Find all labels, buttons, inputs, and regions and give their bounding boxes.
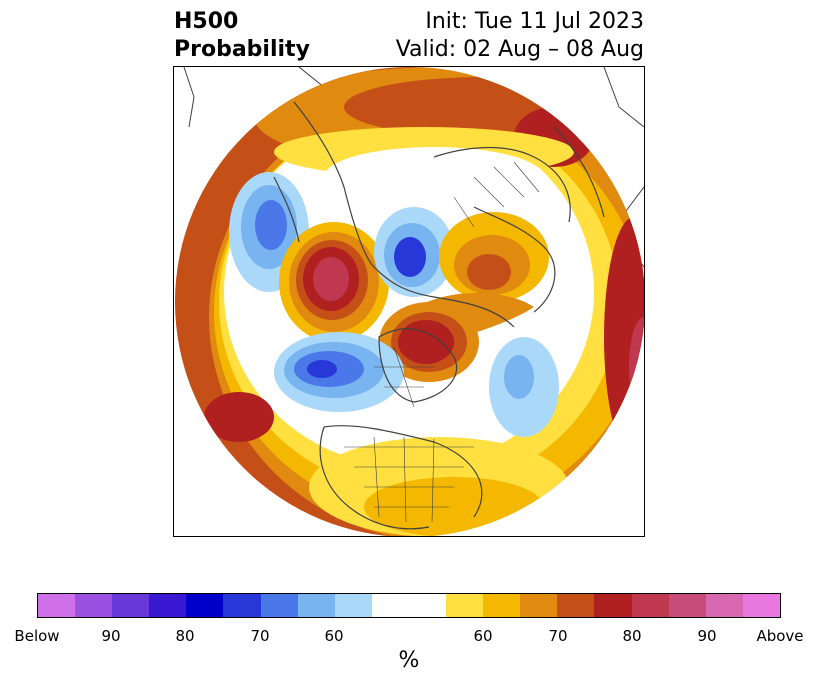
colorbar-tick-below-70: 70 <box>250 627 270 645</box>
colorbar-tick-below-60: 60 <box>324 627 344 645</box>
colorbar-segment <box>297 594 335 617</box>
map-title: H500 Probability <box>174 8 310 64</box>
colorbar-tick-above: Above <box>756 627 804 645</box>
probability-field <box>175 67 644 536</box>
colorbar-segment <box>371 594 447 617</box>
probability-colorbar <box>37 593 781 618</box>
colorbar-tick-below: Below <box>14 627 60 645</box>
colorbar-segment <box>483 594 521 617</box>
europe-warm-3 <box>467 254 511 290</box>
init-date: Init: Tue 11 Jul 2023 <box>425 9 644 34</box>
coastlines <box>273 101 605 530</box>
colorbar-segment <box>223 594 261 617</box>
blue-pacific-4 <box>307 360 337 378</box>
colorbar-segment <box>112 594 150 617</box>
greenland-hot-3 <box>398 320 454 364</box>
blue-west-3 <box>255 200 287 250</box>
colorbar-segment <box>520 594 558 617</box>
colorbar-segment <box>38 594 76 617</box>
colorbar-segment <box>557 594 595 617</box>
heat-dome-5 <box>313 257 349 301</box>
colorbar-segment <box>149 594 187 617</box>
date-info: Init: Tue 11 Jul 2023 Valid: 02 Aug – 08… <box>396 8 644 64</box>
colorbar-tick-above-70: 70 <box>548 627 568 645</box>
title-line-2: Probability <box>174 37 310 62</box>
north-white <box>324 147 544 207</box>
colorbar-segment <box>446 594 484 617</box>
colorbar-tick-above-60: 60 <box>473 627 493 645</box>
colorbar-segment <box>260 594 298 617</box>
colorbar-segment <box>742 594 780 617</box>
colorbar-segment <box>594 594 632 617</box>
political-borders <box>344 161 540 523</box>
probability-map <box>173 66 645 537</box>
colorbar-tick-above-80: 80 <box>622 627 642 645</box>
colorbar-tick-above-90: 90 <box>697 627 717 645</box>
blue-centre-3 <box>394 237 426 277</box>
map-canvas <box>175 67 644 536</box>
colorbar-tick-below-80: 80 <box>175 627 195 645</box>
colorbar-segment <box>334 594 372 617</box>
west-hot <box>204 392 274 442</box>
colorbar-unit-label: % <box>398 648 420 673</box>
colorbar-segment <box>631 594 669 617</box>
colorbar-segment <box>668 594 706 617</box>
title-line-1: H500 <box>174 9 239 34</box>
blue-atlantic-2 <box>504 355 534 399</box>
valid-date-range: Valid: 02 Aug – 08 Aug <box>395 37 644 62</box>
colorbar-segment <box>705 594 743 617</box>
colorbar-tick-below-90: 90 <box>101 627 121 645</box>
colorbar-segment <box>186 594 224 617</box>
colorbar-segment <box>75 594 113 617</box>
